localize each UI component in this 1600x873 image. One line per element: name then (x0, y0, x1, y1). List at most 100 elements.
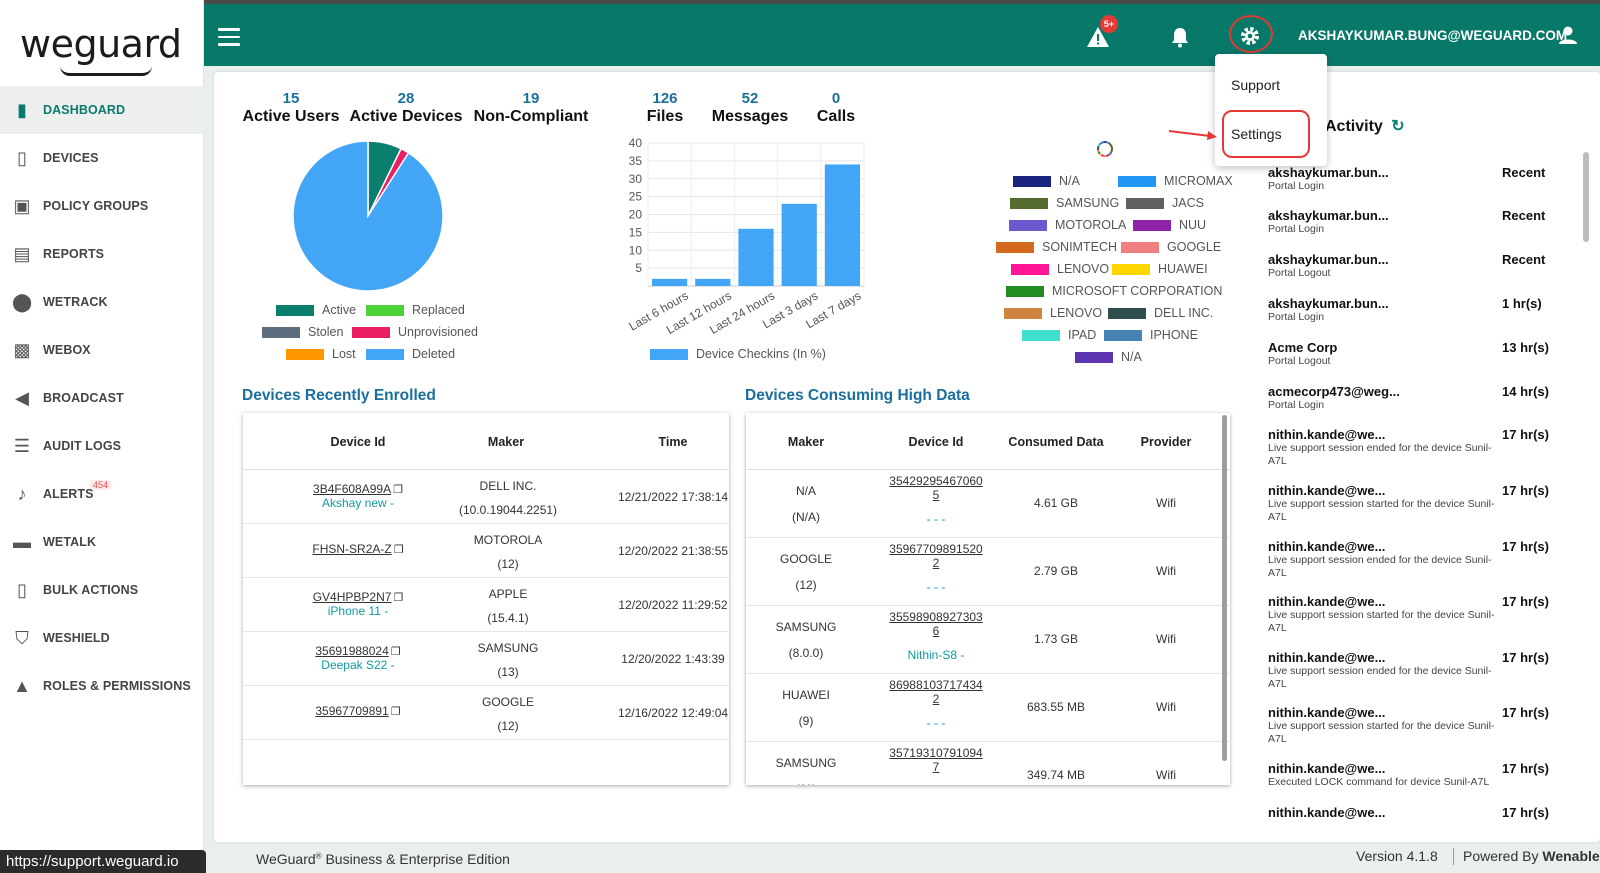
activity-item[interactable]: acmecorp473@weg... Portal Login 14 hr(s) (1268, 384, 1568, 412)
device-id-link[interactable]: 3B4F608A99A (313, 482, 392, 496)
maker-legend-item[interactable]: N/A (1013, 174, 1080, 188)
sidebar-item-wetalk[interactable]: ▬ WETALK (0, 518, 204, 566)
activity-item[interactable]: akshaykumar.bun... Portal Login 1 hr(s) (1268, 296, 1568, 324)
table-row[interactable]: 3B4F608A99A ❐ Akshay new - DELL INC. (10.0.1… (243, 470, 729, 524)
sidebar-item-audit-logs[interactable]: ☰ AUDIT LOGS (0, 422, 204, 470)
device-name-link[interactable]: - - - (926, 580, 946, 594)
bar-last-7-days[interactable] (824, 164, 860, 286)
activity-item[interactable]: nithin.kande@we... Executed LOCK command … (1268, 761, 1568, 789)
sidebar-item-devices[interactable]: ▯ DEVICES (0, 134, 204, 182)
activity-item[interactable]: akshaykumar.bun... Portal Login Recent (1268, 165, 1568, 193)
maker-legend-item[interactable]: LENOVO (1004, 306, 1102, 320)
sidebar-item-weshield[interactable]: ⛉ WESHIELD (0, 614, 204, 662)
device-id-link-suffix[interactable]: 6 (932, 624, 940, 638)
maker-legend-item[interactable]: SONIMTECH (996, 240, 1117, 254)
activity-item[interactable]: nithin.kande@we... Live support session s… (1268, 594, 1568, 635)
device-id-link[interactable]: 86988103717434 (889, 678, 983, 692)
activity-item[interactable]: nithin.kande@we... Live support session s… (1268, 705, 1568, 746)
sidebar-item-alerts[interactable]: ♪ ALERTS 454 (0, 470, 204, 518)
table-row[interactable]: 35691988024 ❐ Deepak S22 - SAMSUNG (13) 12/20… (243, 632, 729, 686)
device-name-link[interactable]: - - - (926, 716, 946, 730)
activity-item[interactable]: nithin.kande@we... Live support session s… (1268, 483, 1568, 524)
activity-item[interactable]: akshaykumar.bun... Portal Logout Recent (1268, 252, 1568, 280)
sidebar-item-webox[interactable]: ▩ WEBOX (0, 326, 204, 374)
sidebar-item-wetrack[interactable]: ⬤ WETRACK (0, 278, 204, 326)
table-row[interactable]: SAMSUNG (8.0.0) 35598908927303 6 Nithin-S8 -… (746, 606, 1230, 674)
column-header[interactable]: Device Id (908, 435, 964, 449)
pie-legend-item[interactable]: Replaced (366, 303, 465, 317)
device-id-link-suffix[interactable]: 5 (932, 488, 940, 502)
pie-legend-item[interactable]: Active (276, 303, 356, 317)
maker-legend-item[interactable]: MICROMAX (1118, 174, 1233, 188)
maker-legend-item[interactable]: MICROSOFT CORPORATION (1006, 284, 1222, 298)
activity-item[interactable]: nithin.kande@we... Live support session e… (1268, 427, 1568, 468)
copy-icon[interactable]: ❐ (390, 706, 401, 718)
warning-alert-icon[interactable] (1086, 26, 1110, 53)
sidebar-item-dashboard[interactable]: ▮ DASHBOARD (0, 86, 204, 134)
table-row[interactable]: HUAWEI (9) 86988103717434 2 - - - 683.55 MB Wi… (746, 674, 1230, 742)
device-name-link[interactable]: Akshay new - (321, 496, 395, 510)
weguard-logo[interactable]: weguard (20, 22, 182, 76)
pie-slice-deleted[interactable] (292, 140, 444, 292)
activity-item[interactable]: akshaykumar.bun... Portal Login Recent (1268, 208, 1568, 236)
table-row[interactable]: GV4HPBP2N7 ❐ iPhone 11 - APPLE (15.4.1) 12/20… (243, 578, 729, 632)
device-id-link[interactable]: 35429295467060 (889, 474, 983, 488)
settings-menu-item[interactable]: Settings (1231, 126, 1282, 142)
sidebar-item-policy-groups[interactable]: ▣ POLICY GROUPS (0, 182, 204, 230)
column-header[interactable]: Device Id (330, 435, 386, 449)
column-header[interactable]: Consumed Data (1008, 435, 1104, 449)
column-header[interactable]: Provider (1140, 435, 1192, 449)
maker-legend-item[interactable]: DELL INC. (1108, 306, 1213, 320)
copy-icon[interactable]: ❐ (393, 544, 404, 556)
user-email-menu[interactable]: AKSHAYKUMAR.BUNG@WEGUARD.COM (1298, 28, 1568, 43)
column-header[interactable]: Time (658, 435, 688, 449)
maker-legend-item[interactable]: MOTOROLA (1009, 218, 1126, 232)
device-id-link-suffix[interactable]: 2 (932, 692, 940, 706)
maker-legend-item[interactable]: JACS (1126, 196, 1204, 210)
hamburger-menu-icon[interactable] (218, 28, 240, 46)
device-name-link[interactable]: iPhone 11 - (327, 604, 389, 618)
sidebar-item-bulk-actions[interactable]: ▯ BULK ACTIONS (0, 566, 204, 614)
table-scrollbar[interactable] (1222, 415, 1227, 761)
bar-last-12-hours[interactable] (695, 278, 731, 286)
notification-bell-icon[interactable] (1170, 26, 1190, 53)
maker-legend-item[interactable]: IPAD (1022, 328, 1096, 342)
maker-legend-item[interactable]: NUU (1133, 218, 1206, 232)
maker-legend-item[interactable]: HUAWEI (1112, 262, 1208, 276)
device-id-link[interactable]: GV4HPBP2N7 (312, 590, 392, 604)
support-menu-item[interactable]: Support (1231, 77, 1281, 93)
refresh-icon[interactable]: ↻ (1391, 118, 1405, 135)
table-row[interactable]: GOOGLE (12) 35967709891520 2 - - - 2.79 GB Wif… (746, 538, 1230, 606)
device-id-link[interactable]: FHSN-SR2A-Z (312, 542, 392, 556)
copy-icon[interactable]: ❐ (393, 592, 404, 604)
column-header[interactable]: Maker (787, 435, 825, 449)
bar-last-6-hours[interactable] (652, 278, 688, 286)
copy-icon[interactable]: ❐ (393, 484, 403, 496)
user-avatar-icon[interactable] (1557, 24, 1579, 46)
pie-legend-item[interactable]: Unprovisioned (352, 325, 478, 339)
device-id-link-suffix[interactable]: 7 (932, 760, 940, 774)
maker-legend-item[interactable]: SAMSUNG (1010, 196, 1119, 210)
sidebar-item-roles-permissions[interactable]: ▲ ROLES & PERMISSIONS (0, 662, 204, 710)
pie-legend-item[interactable]: Deleted (366, 347, 455, 361)
device-id-link-suffix[interactable]: 2 (932, 556, 940, 570)
table-row[interactable]: 35967709891 ❐ GOOGLE (12) 12/16/2022 12:49:0… (243, 686, 729, 740)
sidebar-item-reports[interactable]: ▤ REPORTS (0, 230, 204, 278)
maker-legend-item[interactable]: N/A (1075, 350, 1142, 364)
maker-legend-item[interactable]: GOOGLE (1121, 240, 1221, 254)
device-id-link[interactable]: 35719310791094 (889, 746, 983, 760)
table-row[interactable]: FHSN-SR2A-Z ❐ MOTOROLA (12) 12/20/2022 21:38… (243, 524, 729, 578)
activity-scrollbar[interactable] (1583, 152, 1589, 242)
maker-legend-item[interactable]: LENOVO (1011, 262, 1109, 276)
activity-item[interactable]: nithin.kande@we... 17 hr(s) (1268, 805, 1568, 820)
activity-item[interactable]: nithin.kande@we... Live support session e… (1268, 539, 1568, 580)
device-name-link[interactable]: Nithin-S8 - (907, 648, 965, 662)
device-name-link[interactable]: Deepak S22 - (321, 658, 395, 672)
sidebar-item-broadcast[interactable]: ◀ BROADCAST (0, 374, 204, 422)
device-name-link[interactable]: - - - (926, 512, 946, 526)
device-id-link[interactable]: 35967709891520 (889, 542, 983, 556)
device-id-link[interactable]: 35691988024 (315, 644, 389, 658)
pie-legend-item[interactable]: Stolen (262, 325, 343, 339)
device-id-link[interactable]: 35598908927303 (889, 610, 983, 624)
